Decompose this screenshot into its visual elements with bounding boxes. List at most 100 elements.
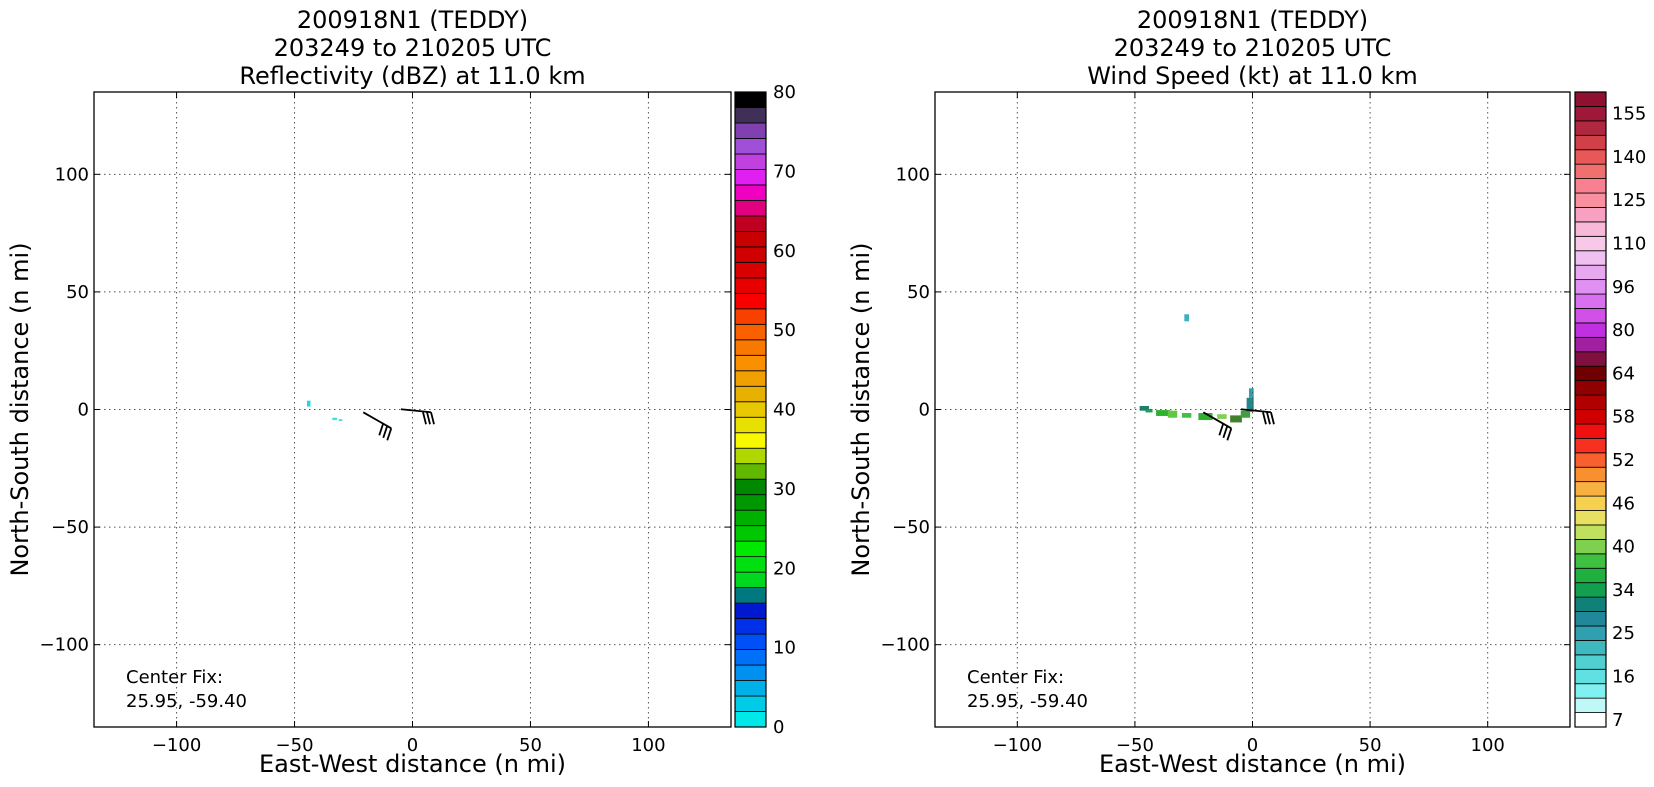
colorbar-tick-label: 58 bbox=[1612, 407, 1635, 428]
colorbar-bin bbox=[1574, 524, 1607, 540]
y-tick-label: 0 bbox=[78, 400, 89, 421]
wind-barb-staff bbox=[1240, 408, 1272, 414]
colorbar-bin bbox=[1574, 423, 1607, 439]
chart-panel-1: 200918N1 (TEDDY)203249 to 210205 UTCRefl… bbox=[6, 6, 796, 778]
colorbar-bin bbox=[1574, 91, 1607, 107]
colorbar-bin bbox=[1574, 149, 1607, 165]
data-cell bbox=[1248, 388, 1254, 398]
chart-title-line: Wind Speed (kt) at 11.0 km bbox=[1087, 62, 1418, 90]
colorbar-bin bbox=[734, 230, 767, 248]
chart-panel-2: 200918N1 (TEDDY)203249 to 210205 UTCWind… bbox=[847, 6, 1646, 778]
colorbar-bin bbox=[734, 401, 767, 418]
colorbar-bin bbox=[1574, 365, 1607, 382]
colorbar-bin bbox=[734, 215, 767, 232]
chart-title-line: 203249 to 210205 UTC bbox=[274, 34, 552, 62]
data-cell bbox=[1139, 405, 1150, 411]
colorbar-tick-label: 110 bbox=[1612, 234, 1646, 255]
colorbar-bin bbox=[1574, 380, 1607, 396]
colorbar-bin bbox=[734, 633, 767, 650]
wind-barb-flag bbox=[1262, 412, 1267, 425]
data-cell bbox=[1156, 410, 1171, 416]
colorbar-bin bbox=[734, 246, 767, 263]
data-cell bbox=[1181, 413, 1192, 418]
x-tick-label: −50 bbox=[276, 735, 314, 756]
y-tick-label: 50 bbox=[66, 282, 89, 303]
colorbar-bin bbox=[1574, 712, 1607, 728]
colorbar-tick-label: 64 bbox=[1612, 363, 1635, 384]
x-tick-label: 0 bbox=[407, 735, 418, 756]
wind-barb bbox=[362, 411, 393, 441]
colorbar-tick-label: 60 bbox=[773, 241, 796, 262]
colorbar-tick-label: 30 bbox=[773, 479, 796, 500]
x-tick-label: 50 bbox=[519, 735, 542, 756]
data-cell bbox=[332, 417, 338, 421]
y-tick-label: 100 bbox=[896, 164, 930, 185]
data-cell bbox=[1145, 408, 1153, 413]
colorbar-tick-label: 80 bbox=[773, 82, 796, 103]
colorbar-bin bbox=[734, 432, 767, 449]
colorbar-bin bbox=[1574, 596, 1607, 612]
y-tick-label: 50 bbox=[907, 282, 930, 303]
colorbar-bin bbox=[734, 680, 767, 697]
colorbar-bin bbox=[1574, 640, 1607, 656]
colorbar-bin bbox=[1574, 625, 1607, 641]
data-cell bbox=[338, 419, 343, 422]
colorbar-bin bbox=[734, 354, 767, 372]
wind-barb-flag bbox=[1222, 425, 1229, 439]
colorbar-bin bbox=[1574, 221, 1607, 237]
colorbar-bin bbox=[734, 91, 767, 108]
colorbar-bin bbox=[734, 323, 767, 341]
wind-barb-flag bbox=[386, 428, 393, 441]
colorbar-bin bbox=[1574, 336, 1607, 353]
colorbar-bin bbox=[734, 587, 767, 604]
colorbar-bin bbox=[1574, 668, 1607, 685]
colorbar-tick-label: 40 bbox=[773, 400, 796, 421]
wind-barb bbox=[400, 408, 435, 425]
colorbar-bin bbox=[1574, 567, 1607, 584]
colorbar-bin bbox=[734, 138, 767, 155]
colorbar-bin bbox=[1574, 163, 1607, 179]
data-cell bbox=[1217, 414, 1227, 419]
y-tick-label: 0 bbox=[919, 400, 930, 421]
colorbar-bin bbox=[1574, 697, 1607, 713]
colorbar-bin bbox=[734, 385, 767, 403]
colorbar-bin bbox=[734, 525, 767, 542]
colorbar-bin bbox=[1574, 279, 1607, 295]
center-fix-annotation: 25.95, -59.40 bbox=[126, 691, 247, 712]
colorbar-bin bbox=[1574, 654, 1607, 670]
colorbar-bin bbox=[1574, 611, 1607, 627]
colorbar-bin bbox=[734, 695, 767, 712]
colorbar-tick-label: 34 bbox=[1612, 580, 1635, 601]
wind-barb-flag bbox=[378, 423, 385, 436]
center-fix-annotation: 25.95, -59.40 bbox=[967, 691, 1088, 712]
colorbar-tick-label: 70 bbox=[773, 161, 796, 182]
colorbar-tick-label: 50 bbox=[773, 320, 796, 341]
colorbar-bin bbox=[734, 153, 767, 170]
colorbar-bin bbox=[1574, 683, 1607, 699]
colorbar-tick-label: 40 bbox=[1612, 537, 1635, 558]
colorbar-tick-label: 7 bbox=[1612, 710, 1623, 731]
colorbar-tick-label: 46 bbox=[1612, 493, 1635, 514]
center-fix-annotation: Center Fix: bbox=[967, 667, 1064, 688]
colorbar-bin bbox=[1574, 134, 1607, 151]
colorbar-bin bbox=[1574, 394, 1607, 410]
wind-barb-flag bbox=[426, 412, 431, 425]
wind-barb-flag bbox=[1270, 412, 1275, 425]
colorbar-bin bbox=[734, 169, 767, 186]
chart-title-line: 200918N1 (TEDDY) bbox=[297, 6, 528, 34]
colorbar-bin bbox=[734, 200, 767, 217]
colorbar-bin bbox=[1574, 106, 1607, 122]
wind-barb-staff bbox=[400, 408, 432, 414]
wind-barb-flag bbox=[1218, 423, 1225, 436]
colorbar-tick-label: 16 bbox=[1612, 666, 1635, 687]
colorbar-tick-label: 155 bbox=[1612, 104, 1646, 125]
colorbar-bin bbox=[734, 618, 767, 635]
colorbar-tick-label: 20 bbox=[773, 558, 796, 579]
colorbar-tick-label: 96 bbox=[1612, 277, 1635, 298]
colorbar-tick-label: 125 bbox=[1612, 190, 1646, 211]
colorbar-bin bbox=[734, 292, 767, 310]
colorbar-tick-label: 0 bbox=[773, 717, 784, 738]
wind-barb-flag bbox=[422, 412, 427, 425]
colorbar-bin bbox=[734, 107, 767, 124]
y-tick-label: −100 bbox=[881, 635, 930, 656]
